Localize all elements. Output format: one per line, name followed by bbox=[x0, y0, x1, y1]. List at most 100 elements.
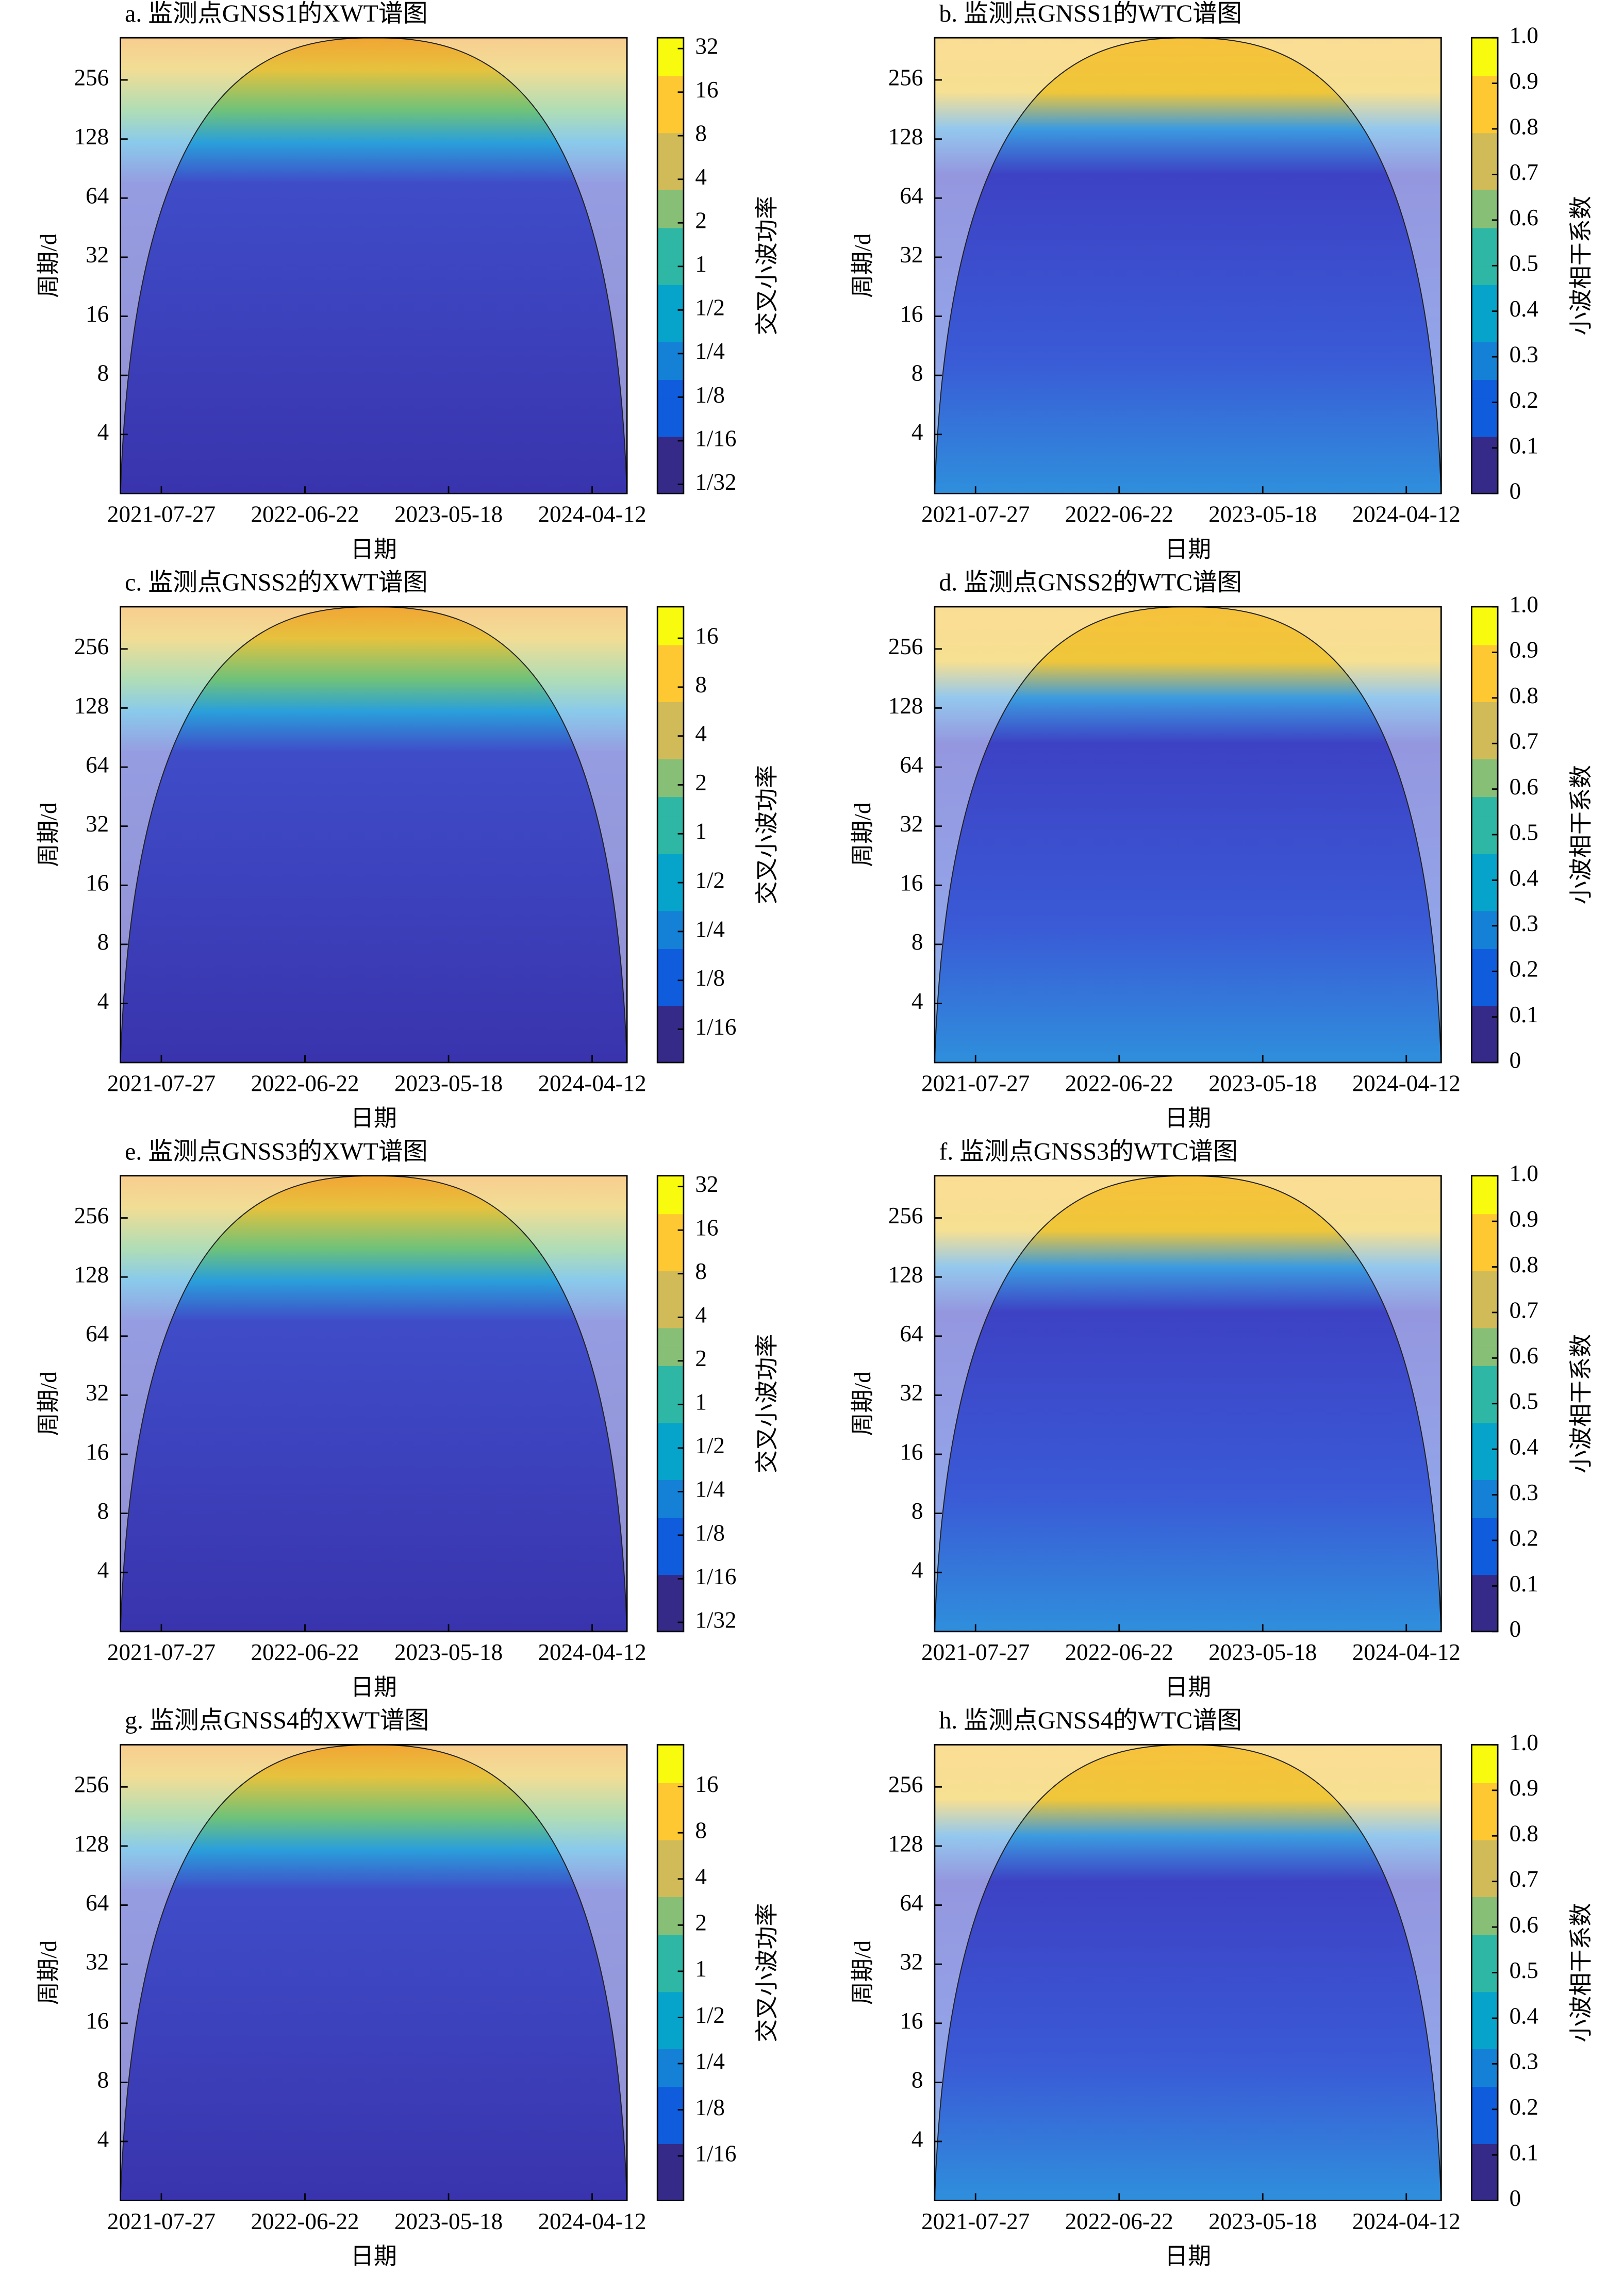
colorbar-band bbox=[1471, 1480, 1498, 1499]
colorbar-band bbox=[1471, 1422, 1498, 1442]
colorbar-tick-label: 16 bbox=[695, 623, 718, 649]
colorbar-band bbox=[1471, 436, 1498, 456]
cone-outside-shade bbox=[934, 38, 1441, 494]
colorbar-band bbox=[657, 777, 684, 798]
colorbar-tick-label: 4 bbox=[695, 1864, 707, 1889]
colorbar-band bbox=[657, 2067, 684, 2087]
colorbar-band bbox=[1471, 1270, 1498, 1290]
y-tick-label: 32 bbox=[900, 1380, 923, 1406]
colorbar-band bbox=[1471, 2124, 1498, 2144]
x-tick-label: 2024-04-12 bbox=[1352, 1639, 1461, 1665]
cone-outside-shade bbox=[934, 606, 1441, 1063]
colorbar-tick-label: 1/2 bbox=[695, 867, 725, 893]
colorbar-band bbox=[1471, 1991, 1498, 2012]
colorbar-tick-label: 0.8 bbox=[1510, 1821, 1538, 1847]
colorbar-band bbox=[1471, 720, 1498, 740]
colorbar-band bbox=[657, 1384, 684, 1404]
x-axis-label: 日期 bbox=[351, 2244, 397, 2269]
colorbar-band bbox=[1471, 1005, 1498, 1025]
colorbar-tick-label: 2 bbox=[695, 1345, 707, 1371]
y-tick-label: 32 bbox=[86, 1949, 109, 1974]
colorbar-band bbox=[657, 94, 684, 114]
y-tick-label: 256 bbox=[74, 1772, 109, 1798]
colorbar-band bbox=[1471, 2144, 1498, 2163]
plot-frame bbox=[934, 606, 1442, 1064]
colorbar-tick-label: 0.9 bbox=[1510, 1775, 1538, 1801]
colorbar-band bbox=[657, 1972, 684, 1992]
y-tick-label: 32 bbox=[86, 811, 109, 837]
colorbar-band bbox=[657, 1005, 684, 1025]
colorbar-band bbox=[1471, 57, 1498, 76]
y-tick-label: 256 bbox=[888, 634, 923, 659]
cone-outside-shade bbox=[120, 606, 627, 1063]
colorbar-band bbox=[1471, 986, 1498, 1006]
colorbar-tick-label: 1 bbox=[695, 251, 707, 277]
colorbar-tick-label: 0.5 bbox=[1510, 251, 1538, 276]
chart-title: e. 监测点GNSS3的XWT谱图 bbox=[125, 1138, 428, 1165]
colorbar-band bbox=[1471, 94, 1498, 114]
colorbar-band bbox=[1471, 683, 1498, 702]
colorbar-label: 交叉小波功率 bbox=[754, 765, 780, 904]
spectrum-image bbox=[120, 38, 627, 494]
colorbar-band bbox=[657, 57, 684, 76]
colorbar-band bbox=[1471, 2086, 1498, 2106]
colorbar-band bbox=[1471, 1308, 1498, 1328]
colorbar-band bbox=[1471, 152, 1498, 171]
colorbar-band bbox=[657, 1764, 684, 1783]
colorbar-tick-label: 1 bbox=[695, 1956, 707, 1982]
y-tick-label: 64 bbox=[86, 1321, 109, 1347]
colorbar-tick-label: 0 bbox=[1510, 478, 1521, 504]
colorbar-band bbox=[1471, 1916, 1498, 1935]
y-tick-label: 16 bbox=[900, 870, 923, 896]
colorbar-band bbox=[657, 702, 684, 721]
colorbar-band bbox=[1471, 1043, 1498, 1063]
colorbar-tick-label: 1/32 bbox=[695, 469, 736, 495]
colorbar-band bbox=[657, 758, 684, 778]
y-tick-label: 64 bbox=[900, 1321, 923, 1347]
colorbar-band bbox=[657, 625, 684, 645]
colorbar-band bbox=[657, 1555, 684, 1575]
y-tick-label: 16 bbox=[86, 870, 109, 896]
cone-outside-shade bbox=[120, 1175, 627, 1632]
y-tick-label: 128 bbox=[74, 1831, 109, 1856]
colorbar-tick-label: 0.4 bbox=[1510, 1434, 1538, 1460]
colorbar-band bbox=[1471, 1953, 1498, 1973]
colorbar-label: 交叉小波功率 bbox=[754, 1903, 780, 2042]
y-tick-label: 8 bbox=[912, 1498, 923, 1524]
colorbar-tick-label: 0.7 bbox=[1510, 1297, 1538, 1323]
colorbar-band bbox=[657, 1593, 684, 1613]
colorbar-band bbox=[1471, 1972, 1498, 1992]
colorbar-tick-label: 0.3 bbox=[1510, 2049, 1538, 2074]
colorbar-frame bbox=[656, 37, 685, 494]
colorbar-tick-label: 0.3 bbox=[1510, 910, 1538, 936]
colorbar-band bbox=[1471, 360, 1498, 380]
chart-title: d. 监测点GNSS2的WTC谱图 bbox=[939, 569, 1242, 596]
y-tick-label: 64 bbox=[86, 1890, 109, 1916]
colorbar-label: 小波相干系数 bbox=[1568, 1334, 1594, 1473]
colorbar-band bbox=[657, 1327, 684, 1348]
colorbar-tick-label: 16 bbox=[695, 77, 718, 103]
colorbar-band bbox=[657, 152, 684, 171]
colorbar-tick-label: 4 bbox=[695, 1302, 707, 1328]
colorbar-tick-label: 32 bbox=[695, 1171, 718, 1197]
spectrum-image bbox=[120, 606, 627, 1063]
colorbar-band bbox=[657, 1233, 684, 1252]
colorbar-band bbox=[1471, 1745, 1498, 1765]
colorbar-band bbox=[1471, 1498, 1498, 1518]
spectrum-image bbox=[120, 1745, 627, 2201]
colorbar-tick-label: 1/2 bbox=[695, 295, 725, 321]
x-tick-label: 2023-05-18 bbox=[1208, 2208, 1317, 2234]
colorbar-band bbox=[657, 113, 684, 134]
colorbar-tick-label: 0.9 bbox=[1510, 68, 1538, 94]
colorbar-band bbox=[657, 171, 684, 190]
colorbar-band bbox=[1471, 1878, 1498, 1898]
colorbar-band bbox=[1471, 2030, 1498, 2049]
colorbar-tick-label: 0.3 bbox=[1510, 341, 1538, 367]
colorbar-tick-label: 1/16 bbox=[695, 1564, 736, 1589]
y-tick-label: 32 bbox=[900, 811, 923, 837]
colorbar-band bbox=[657, 2181, 684, 2201]
colorbar-band bbox=[657, 1934, 684, 1954]
y-tick-label: 16 bbox=[86, 2008, 109, 2034]
x-tick-label: 2024-04-12 bbox=[538, 1070, 647, 1096]
